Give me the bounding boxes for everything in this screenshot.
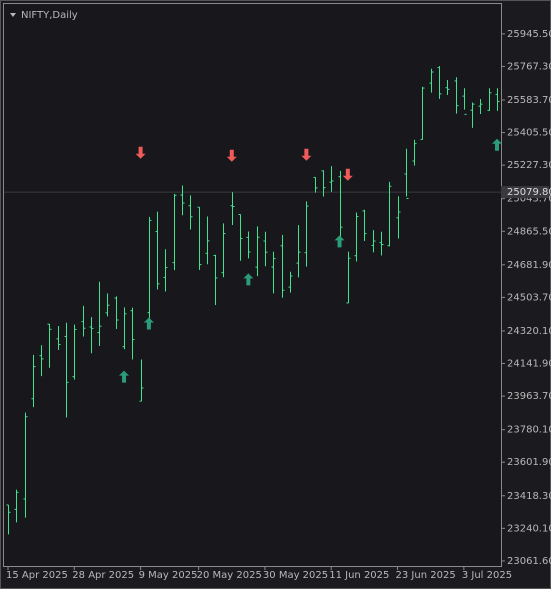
y-tick-label: 25583.70 <box>507 95 551 106</box>
x-tick-label: 9 May 2025 <box>139 570 198 581</box>
buy-arrow <box>143 317 154 330</box>
y-tick-label: 25945.50 <box>507 29 551 40</box>
y-tick-label: 24503.70 <box>507 292 551 303</box>
y-tick-label: 23780.10 <box>507 425 551 436</box>
sell-arrow <box>226 149 237 162</box>
y-tick-label: 23601.90 <box>507 457 551 468</box>
sell-arrow <box>342 168 353 181</box>
price-label: 25079.80 <box>507 187 551 198</box>
y-tick-label: 23240.10 <box>507 523 551 534</box>
buy-arrow <box>492 138 502 151</box>
y-tick-label: 23418.30 <box>507 491 551 502</box>
y-tick-label: 25767.30 <box>507 61 551 72</box>
sell-arrow <box>135 146 146 159</box>
sell-arrow <box>301 148 312 161</box>
chart-title: NIFTY,Daily <box>21 10 78 21</box>
price-label-box <box>501 186 549 199</box>
plot-area <box>3 3 502 567</box>
buy-arrow <box>243 273 254 286</box>
y-tick-label: 23061.60 <box>507 556 551 567</box>
x-tick-label: 3 Jul 2025 <box>462 570 512 581</box>
x-tick-label: 15 Apr 2025 <box>6 570 68 581</box>
y-tick-label: 24865.50 <box>507 226 551 237</box>
x-tick-label: 30 May 2025 <box>263 570 328 581</box>
y-tick-label: 25227.30 <box>507 160 551 171</box>
menu-triangle[interactable] <box>10 13 16 17</box>
y-tick-label: 25043.70 <box>507 194 551 205</box>
y-tick-label: 24141.90 <box>507 359 551 370</box>
x-tick-label: 11 Jun 2025 <box>329 570 389 581</box>
x-tick-label: 23 Jun 2025 <box>396 570 456 581</box>
y-tick-label: 24681.90 <box>507 260 551 271</box>
y-tick-label: 24320.10 <box>507 326 551 337</box>
x-tick-label: 28 Apr 2025 <box>72 570 134 581</box>
buy-arrow <box>334 235 345 248</box>
x-tick-label: 20 May 2025 <box>197 570 262 581</box>
buy-arrow <box>119 370 130 383</box>
y-tick-label: 23963.70 <box>507 391 551 402</box>
y-tick-label: 25405.50 <box>507 128 551 139</box>
